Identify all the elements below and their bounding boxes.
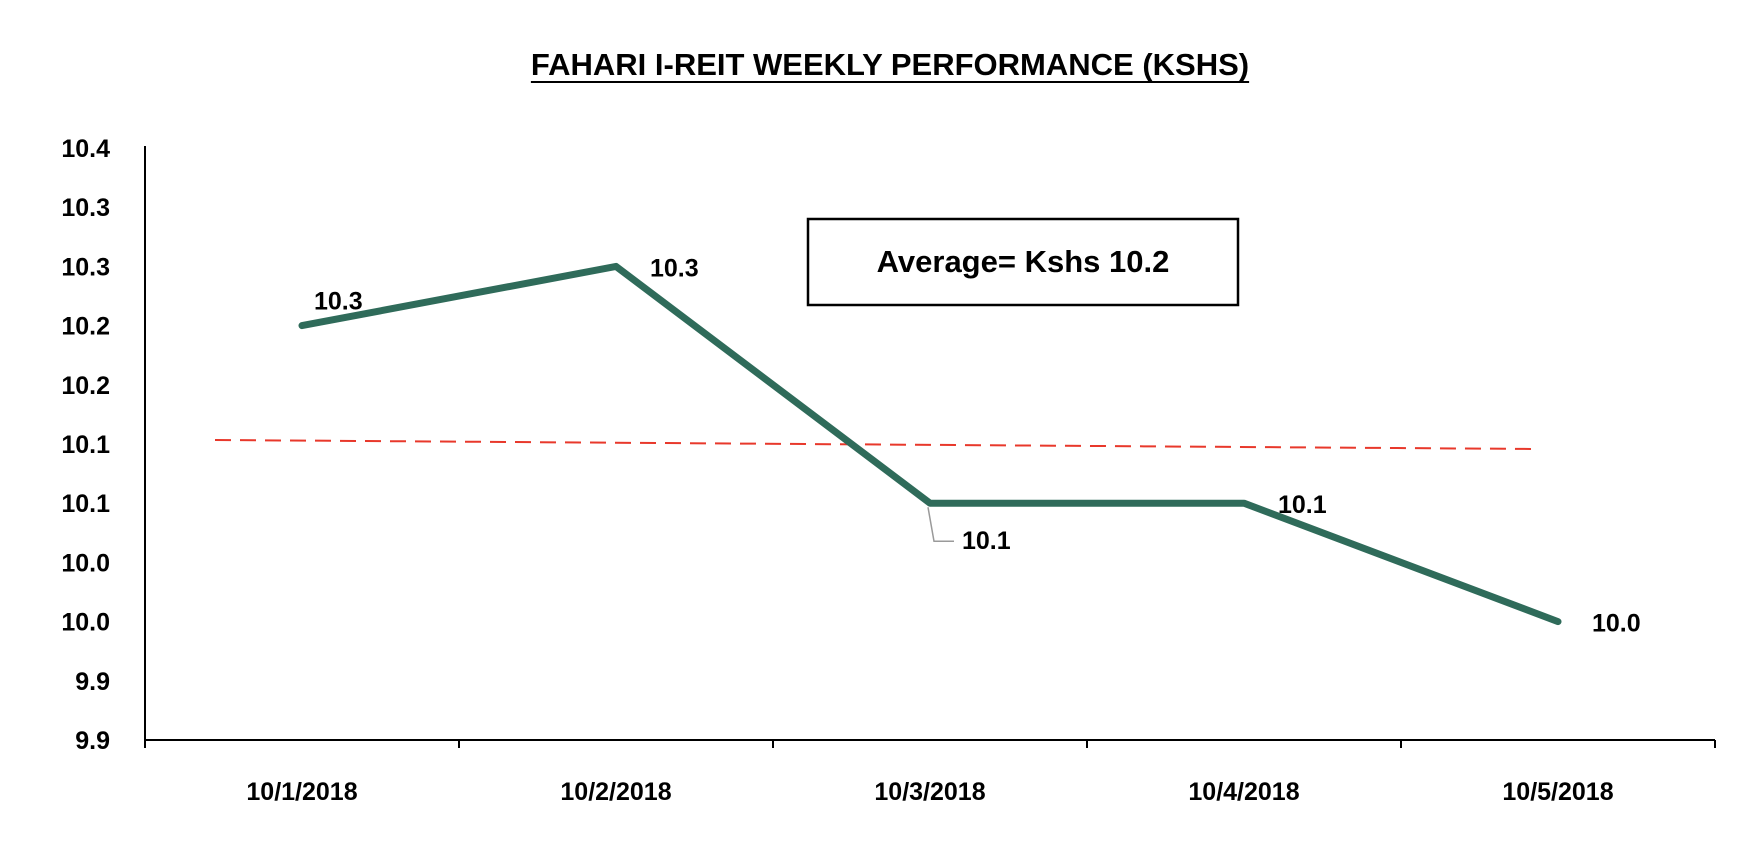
series-layer <box>298 262 1562 626</box>
y-tick-label: 10.4 <box>61 135 110 163</box>
y-tick-label: 10.0 <box>61 549 110 577</box>
data-label: 10.1 <box>962 527 1011 555</box>
y-axis-ticks: 9.9 9.9 10.0 10.0 10.1 10.1 10.2 10.2 10.3 10.3 10… <box>61 135 110 755</box>
x-tick-label: 10/1/2018 <box>246 778 357 806</box>
x-tick-label: 10/3/2018 <box>874 778 985 806</box>
data-label: 10.1 <box>1278 491 1327 519</box>
average-line-layer <box>214 439 1539 450</box>
y-tick-label: 10.0 <box>61 609 110 637</box>
data-label: 10.0 <box>1592 610 1641 638</box>
data-label: 10.3 <box>314 288 363 316</box>
data-labels-layer: 10.3 10.3 10.1 10.1 10.0 <box>314 254 1641 637</box>
x-tick-label: 10/5/2018 <box>1502 778 1613 806</box>
average-annotation-box <box>806 217 1240 307</box>
y-tick-label: 10.3 <box>61 253 110 281</box>
x-tick-label: 10/2/2018 <box>560 778 671 806</box>
data-label-leader-line <box>927 507 954 542</box>
axes <box>144 146 1715 741</box>
annotation-layer: Average= Kshs 10.2 <box>806 217 1240 307</box>
x-tick-label: 10/4/2018 <box>1188 778 1299 806</box>
x-axis-ticks: 10/1/2018 10/2/2018 10/3/2018 10/4/2018 10/5… <box>144 740 1716 806</box>
data-label: 10.3 <box>650 254 699 282</box>
y-tick-label: 10.1 <box>61 490 110 518</box>
average-line <box>214 439 1539 450</box>
chart-title: FAHARI I-REIT WEEKLY PERFORMANCE (KSHS) <box>531 47 1249 82</box>
y-tick-label: 9.9 <box>75 727 110 755</box>
y-tick-label: 10.3 <box>61 194 110 222</box>
y-tick-label: 10.1 <box>61 431 110 459</box>
y-tick-label: 9.9 <box>75 668 110 696</box>
chart-title-group: FAHARI I-REIT WEEKLY PERFORMANCE (KSHS) <box>530 47 1250 83</box>
average-annotation-text: Average= Kshs 10.2 <box>877 244 1170 279</box>
y-tick-label: 10.2 <box>61 372 110 400</box>
y-tick-label: 10.2 <box>61 313 110 341</box>
